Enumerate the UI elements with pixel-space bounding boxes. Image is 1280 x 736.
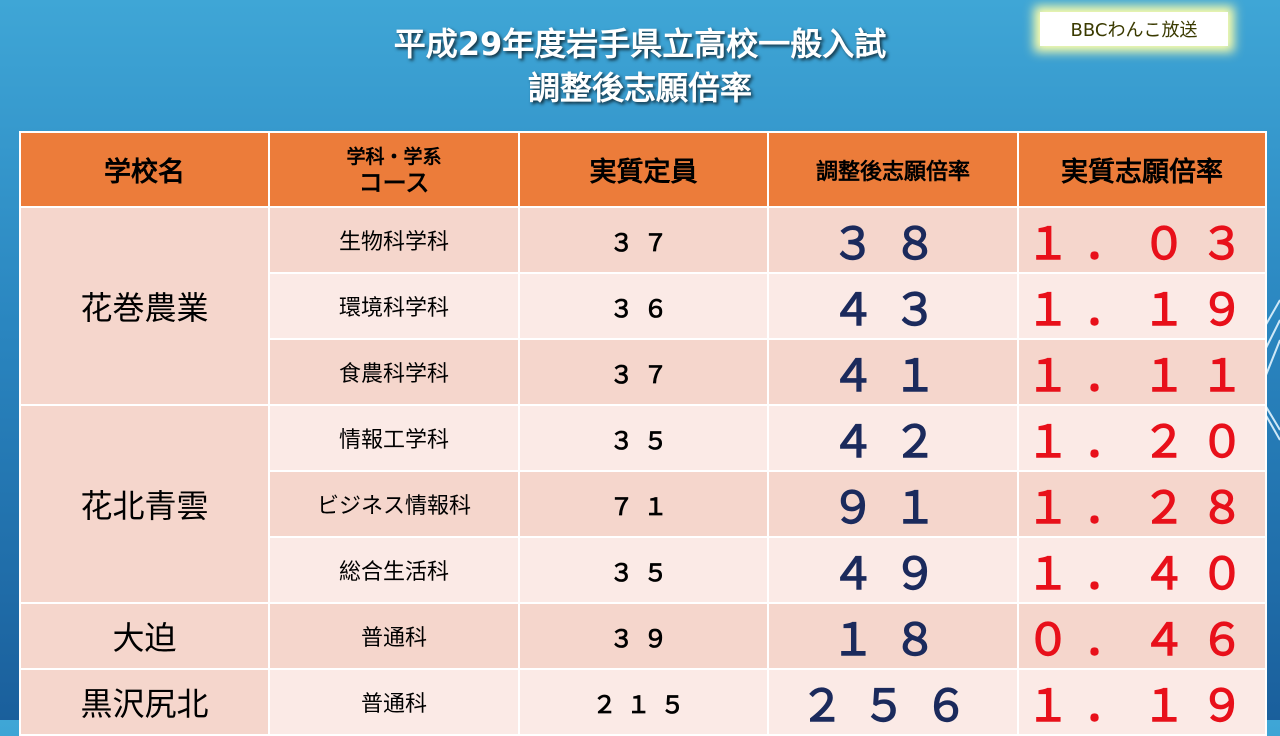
- school-name-cell: 花北青雲: [19, 404, 270, 604]
- table-row: 花巻農業 生物科学科 ３７ ３８ １．０３: [19, 206, 1267, 406]
- course-cell: 普通科: [268, 602, 520, 670]
- capacity-cell: ７１: [518, 470, 769, 538]
- table-row: 花北青雲 情報工学科 ３５ ４２ １．２０: [19, 404, 1267, 604]
- ratio-cell: ０．４６: [1017, 602, 1267, 670]
- capacity-cell: ２１５: [518, 668, 769, 736]
- course-cell: 食農科学科: [268, 338, 520, 406]
- table-row: 環境科学科 ３６ ４３ １．１９: [20, 272, 1267, 340]
- applicants-cell: ２５６: [767, 668, 1019, 736]
- capacity-cell: ３６: [518, 272, 769, 340]
- table-row: 食農科学科 ３７ ４１ １．１１: [20, 338, 1267, 406]
- header-capacity: 実質定員: [518, 131, 769, 208]
- header-course-line-2: コース: [358, 168, 430, 197]
- title-line-2: 調整後志願倍率: [527, 69, 752, 107]
- course-cell: ビジネス情報科: [268, 470, 520, 538]
- ratio-cell: １．１１: [1017, 338, 1267, 406]
- ratio-cell: １．２０: [1017, 404, 1267, 472]
- capacity-cell: ３７: [518, 206, 769, 274]
- course-cell: 生物科学科: [268, 206, 520, 274]
- table-row: 大迫 普通科 ３９ １８ ０．４６: [19, 602, 1267, 670]
- applicants-cell: ４９: [767, 536, 1019, 604]
- channel-logo: BBCわんこ放送: [1040, 12, 1228, 46]
- ratio-cell: １．４０: [1017, 536, 1267, 604]
- ratio-cell: １．１９: [1017, 272, 1267, 340]
- header-course: 学科・学系 コース: [268, 131, 520, 208]
- applicants-cell: ９１: [767, 470, 1019, 538]
- title-line-1: 平成29年度岩手県立高校一般入試: [393, 25, 887, 63]
- header-school: 学校名: [19, 131, 270, 208]
- header-applicants: 調整後志願倍率: [767, 131, 1019, 208]
- school-name-cell: 大迫: [19, 602, 270, 670]
- ratio-table: 学校名 学科・学系 コース 実質定員 調整後志願倍率 実質志願倍率 花巻農業 生物…: [19, 131, 1267, 736]
- applicants-cell: ４１: [767, 338, 1019, 406]
- applicants-cell: ４３: [767, 272, 1019, 340]
- applicants-cell: １８: [767, 602, 1019, 670]
- table-row: ビジネス情報科 ７１ ９１ １．２８: [20, 470, 1267, 538]
- capacity-cell: ３９: [518, 602, 769, 670]
- applicants-cell: ３８: [767, 206, 1019, 274]
- applicants-cell: ４２: [767, 404, 1019, 472]
- capacity-cell: ３５: [518, 536, 769, 604]
- course-cell: 環境科学科: [268, 272, 520, 340]
- table-row: 総合生活科 ３５ ４９ １．４０: [20, 536, 1267, 604]
- course-cell: 普通科: [268, 668, 520, 736]
- ratio-cell: １．１９: [1017, 668, 1267, 736]
- course-cell: 総合生活科: [268, 536, 520, 604]
- table-row: 黒沢尻北 普通科 ２１５ ２５６ １．１９: [19, 668, 1267, 736]
- course-cell: 情報工学科: [268, 404, 520, 472]
- header-ratio: 実質志願倍率: [1017, 131, 1267, 208]
- school-name-cell: 花巻農業: [19, 206, 270, 406]
- school-name-cell: 黒沢尻北: [19, 668, 270, 736]
- table-body: 花巻農業 生物科学科 ３７ ３８ １．０３ 環境科学科 ３６ ４３ １．１９ 食農科学科 ３７ ４１ １…: [19, 206, 1267, 736]
- capacity-cell: ３７: [518, 338, 769, 406]
- ratio-cell: １．２８: [1017, 470, 1267, 538]
- header-course-line-1: 学科・学系: [346, 145, 442, 168]
- capacity-cell: ３５: [518, 404, 769, 472]
- page-title: 平成29年度岩手県立高校一般入試 調整後志願倍率: [0, 22, 1280, 110]
- header-row: 学校名 学科・学系 コース 実質定員 調整後志願倍率 実質志願倍率: [19, 131, 1267, 208]
- ratio-cell: １．０３: [1017, 206, 1267, 274]
